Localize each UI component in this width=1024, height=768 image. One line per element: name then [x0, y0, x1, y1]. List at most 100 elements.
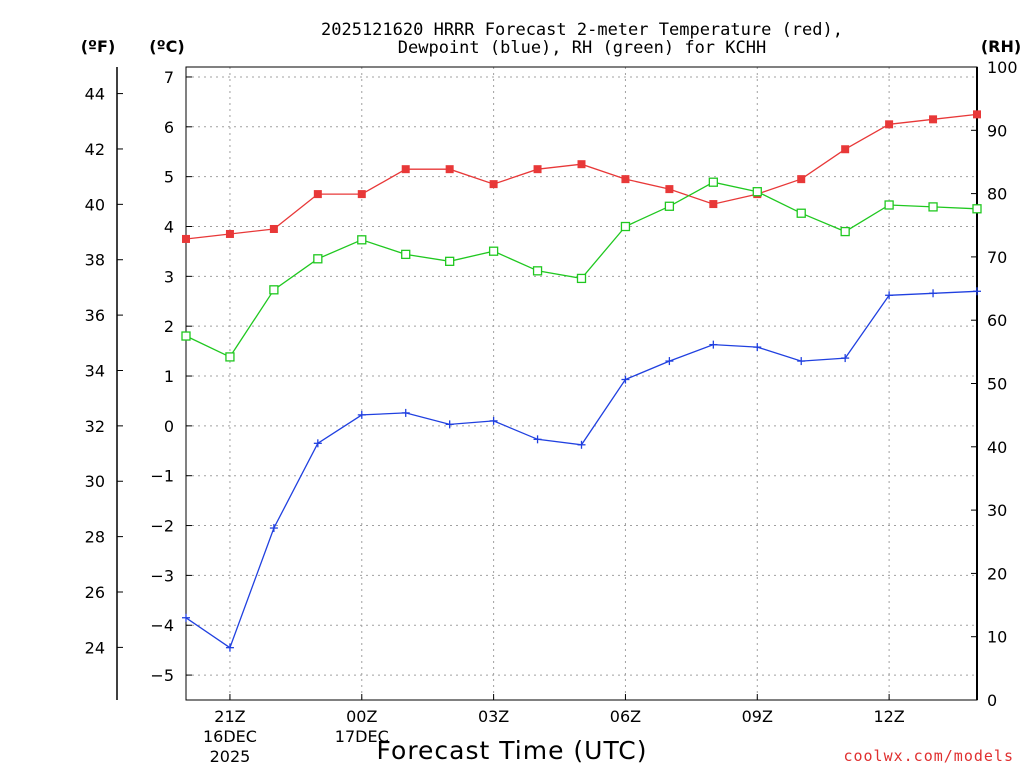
temperature-point — [577, 160, 586, 169]
x-tick-label: 06Z — [610, 707, 641, 726]
temperature-point — [313, 190, 322, 199]
fahrenheit-tick-label: 36 — [85, 306, 105, 325]
dewpoint-point — [621, 375, 630, 384]
temperature-point — [709, 200, 718, 209]
x-tick-label: 21Z — [214, 707, 245, 726]
dewpoint-point — [797, 357, 806, 366]
rh-point — [796, 208, 806, 218]
rh-tick-label: 90 — [987, 121, 1007, 140]
rh-point — [752, 187, 762, 197]
rh-point — [532, 266, 543, 276]
dewpoint-point — [225, 643, 234, 652]
dewpoint-point — [665, 357, 674, 366]
rh-point — [972, 204, 982, 214]
dewpoint-point — [973, 287, 981, 296]
temperature-point — [445, 165, 454, 174]
data-series — [181, 110, 982, 652]
x-tick-label: 12Z — [873, 707, 904, 726]
dewpoint-point — [357, 410, 366, 419]
fahrenheit-tick-label: 44 — [85, 85, 105, 104]
rh-point — [357, 235, 367, 245]
celsius-tick-label: 5 — [164, 168, 174, 187]
rh-point — [269, 285, 279, 295]
fahrenheit-tick-label: 24 — [85, 638, 105, 657]
credit-link[interactable]: coolwx.com/models — [843, 747, 1014, 765]
rh-point — [708, 177, 718, 187]
dewpoint-point — [577, 440, 586, 449]
dewpoint-point — [445, 420, 454, 429]
rh-point — [181, 331, 191, 341]
temperature-point — [797, 175, 806, 184]
x-tick-label: 09Z — [742, 707, 773, 726]
series-dewpoint — [182, 287, 981, 652]
rh-tick-label: 100 — [987, 58, 1018, 77]
fahrenheit-tick-label: 42 — [85, 140, 105, 159]
dewpoint-point — [182, 613, 190, 622]
rh-point — [488, 246, 499, 256]
temperature-point — [269, 224, 278, 233]
celsius-axis-unit: (ºC) — [149, 37, 184, 56]
chart-title-line2: Dewpoint (blue), RH (green) for KCHH — [398, 38, 766, 58]
axes — [116, 66, 978, 701]
celsius-tick-label: 2 — [164, 317, 174, 336]
fahrenheit-axis-unit: (ºF) — [81, 37, 116, 56]
rh-tick-label: 40 — [987, 438, 1007, 457]
temperature-point — [973, 110, 981, 119]
celsius-tick-label: 7 — [164, 68, 174, 87]
rh-tick-label: 0 — [987, 691, 997, 710]
celsius-tick-label: 3 — [164, 267, 174, 286]
rh-tick-label: 60 — [987, 311, 1007, 330]
rh-tick-label: 70 — [987, 248, 1007, 267]
temperature-point — [841, 145, 850, 154]
chart-title-line1: 2025121620 HRRR Forecast 2-meter Tempera… — [321, 20, 843, 40]
dewpoint-point — [533, 435, 542, 444]
dewpoint-point — [709, 340, 718, 349]
rh-point — [445, 256, 455, 266]
fahrenheit-tick-label: 26 — [85, 583, 105, 602]
temperature-point — [489, 180, 498, 189]
tick-labels: −5−4−3−2−1012345672426283032343638404244… — [85, 58, 1018, 766]
rh-point — [401, 249, 411, 260]
fahrenheit-tick-label: 30 — [85, 472, 105, 491]
celsius-tick-label: −2 — [150, 517, 174, 536]
dewpoint-line — [185, 290, 978, 649]
temperature-point — [621, 175, 630, 184]
rh-point — [576, 273, 587, 284]
rh-point — [928, 202, 938, 212]
celsius-tick-label: 0 — [164, 417, 174, 436]
fahrenheit-tick-label: 32 — [85, 417, 105, 436]
celsius-tick-label: −4 — [150, 616, 174, 635]
temperature-point — [533, 165, 542, 174]
temperature-point — [885, 120, 894, 129]
rh-point — [664, 201, 675, 211]
temperature-point — [225, 229, 234, 238]
rh-point — [313, 254, 323, 264]
celsius-tick-label: 1 — [164, 367, 174, 386]
celsius-tick-label: −3 — [150, 566, 174, 585]
rh-line — [185, 181, 978, 358]
dewpoint-point — [929, 289, 938, 298]
fahrenheit-tick-label: 34 — [85, 361, 105, 380]
dewpoint-point — [269, 524, 278, 533]
temperature-point — [665, 185, 674, 194]
x-tick-label: 00Z — [346, 707, 377, 726]
rh-tick-label: 20 — [987, 564, 1007, 583]
fahrenheit-tick-label: 40 — [85, 195, 105, 214]
series-temperature — [182, 110, 981, 243]
x-axis-label: Forecast Time (UTC) — [377, 736, 648, 765]
x-tick-label: 03Z — [478, 707, 509, 726]
dewpoint-point — [885, 291, 894, 300]
rh-point — [620, 221, 631, 232]
rh-point — [840, 226, 850, 237]
rh-tick-label: 50 — [987, 375, 1007, 394]
rh-tick-label: 30 — [987, 501, 1007, 520]
x-tick-year: 2025 — [210, 747, 251, 766]
dewpoint-point — [841, 354, 850, 363]
rh-point — [225, 352, 235, 362]
rh-tick-label: 80 — [987, 185, 1007, 204]
dewpoint-point — [401, 408, 410, 417]
x-tick-date: 17DEC — [335, 727, 389, 746]
rh-axis-unit: (RH) — [981, 37, 1021, 56]
temperature-point — [401, 165, 410, 174]
